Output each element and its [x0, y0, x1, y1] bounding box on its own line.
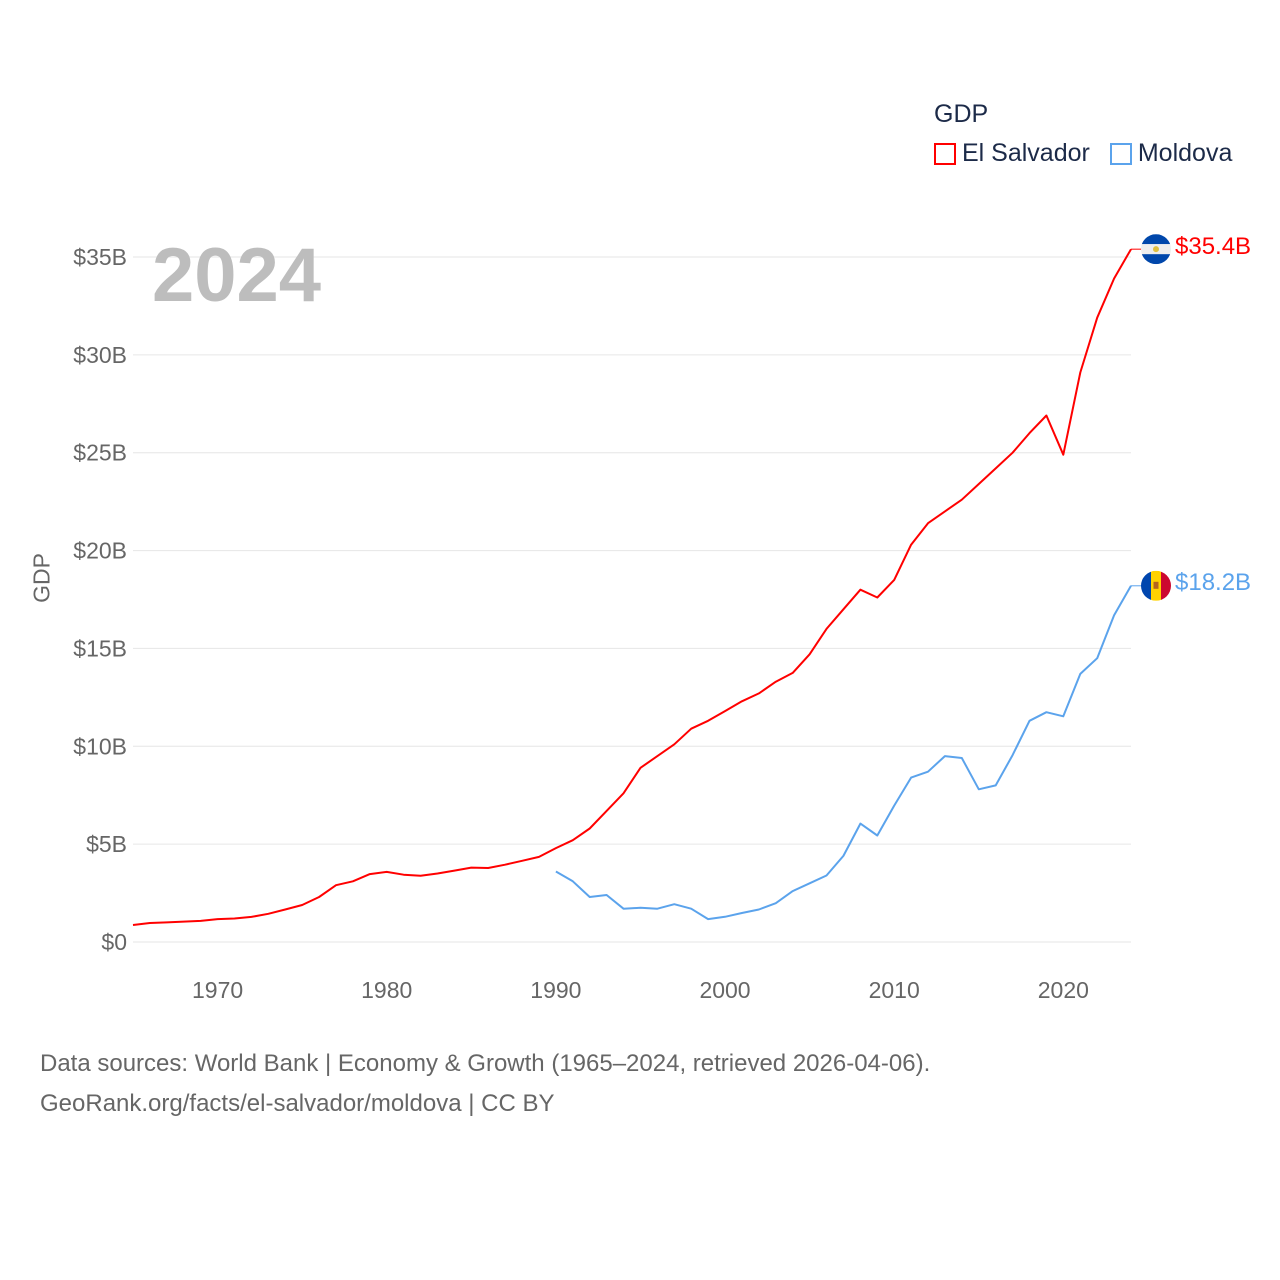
- flag-stripe: [1141, 234, 1171, 245]
- year-watermark: 2024: [152, 233, 322, 318]
- y-tick-label: $20B: [73, 538, 127, 564]
- series-line-moldova: [555, 585, 1132, 921]
- x-tick-label: 1970: [192, 977, 243, 1003]
- legend-label: Moldova: [1137, 139, 1233, 167]
- y-axis-label: GDP: [28, 553, 55, 603]
- flag-emblem: [1153, 581, 1159, 589]
- moldova-flag-icon: [1141, 570, 1171, 601]
- flag-stripe: [1141, 570, 1151, 601]
- y-tick-label: $25B: [73, 440, 127, 466]
- y-tick-label: $10B: [73, 733, 127, 759]
- x-tick-label: 1990: [530, 977, 581, 1003]
- legend-label: El Salvador: [962, 139, 1090, 167]
- end-label-el-salvador: $35.4B: [1175, 233, 1252, 260]
- flag-stripe: [1141, 254, 1171, 265]
- end-label-moldova: $18.2B: [1175, 569, 1252, 596]
- legend-item-el-salvador[interactable]: El Salvador: [934, 139, 1090, 168]
- x-tick-label: 2000: [699, 977, 750, 1003]
- y-tick-label: $30B: [73, 342, 127, 368]
- y-tick-label: $5B: [86, 831, 127, 857]
- flag-emblem: [1153, 246, 1159, 253]
- footer-sources: Data sources: World Bank | Economy & Gro…: [40, 1050, 931, 1077]
- footer-link[interactable]: GeoRank.org/facts/el-salvador/moldova | …: [40, 1090, 555, 1117]
- y-tick-label: $15B: [73, 635, 127, 661]
- legend-title: GDP: [934, 100, 989, 128]
- flag-stripe: [1161, 570, 1171, 601]
- x-tick-label: 1980: [361, 977, 412, 1003]
- y-tick-label: $35B: [73, 244, 127, 270]
- series-line-el-salvador: [132, 248, 1132, 926]
- y-tick-label: $0: [101, 929, 127, 955]
- legend-item-moldova[interactable]: Moldova: [1109, 139, 1233, 168]
- x-tick-label: 2010: [869, 977, 920, 1003]
- footer: Data sources: World Bank | Economy & Gro…: [40, 1044, 930, 1124]
- legend-swatch: [934, 142, 956, 165]
- x-tick-label: 2020: [1038, 977, 1089, 1003]
- el-salvador-flag-icon: [1141, 234, 1171, 265]
- legend-swatch: [1109, 142, 1132, 165]
- legend: GDP El Salvador Moldova: [934, 100, 1232, 168]
